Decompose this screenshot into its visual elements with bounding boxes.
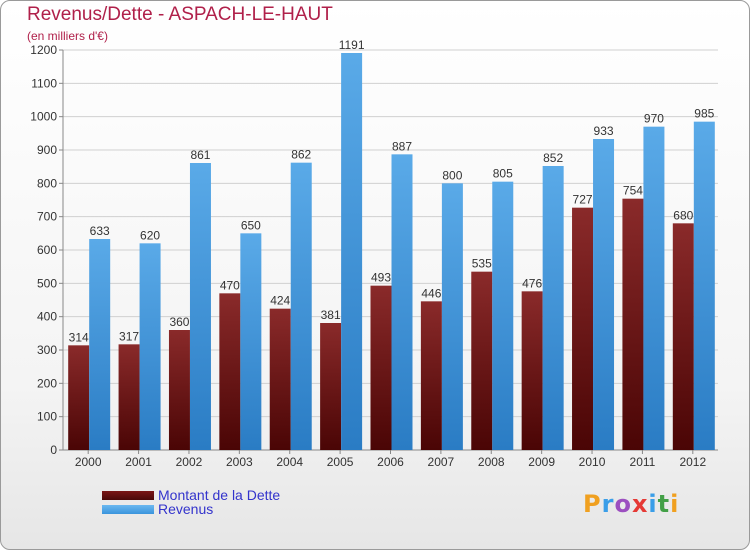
y-tick-label: 1100 (31, 76, 57, 90)
x-tick-label: 2001 (125, 455, 152, 469)
data-label-dette: 727 (573, 193, 593, 207)
x-tick-label: 2008 (478, 455, 505, 469)
y-tick-label: 800 (37, 176, 57, 190)
y-tick-label: 900 (37, 143, 57, 157)
data-label-dette: 535 (472, 257, 492, 271)
bar-revenus (391, 154, 413, 451)
x-tick-label: 2000 (75, 455, 102, 469)
data-label-revenus: 650 (241, 218, 261, 232)
bar-dette (168, 330, 190, 450)
bar-revenus (542, 166, 564, 450)
data-label-revenus: 852 (543, 151, 563, 165)
bar-revenus (290, 162, 312, 450)
data-label-revenus: 985 (694, 107, 714, 121)
y-tick-label: 0 (50, 443, 57, 457)
logo-letter: t (657, 490, 671, 518)
y-tick-label: 400 (37, 310, 57, 324)
data-label-dette: 493 (371, 271, 391, 285)
data-label-dette: 476 (522, 276, 542, 290)
x-tick-label: 2002 (176, 455, 203, 469)
bar-revenus (89, 239, 111, 450)
data-label-revenus: 800 (442, 168, 462, 182)
proxiti-logo: Proxiti (583, 490, 679, 518)
legend-label-dette: Montant de la Dette (158, 487, 281, 503)
data-label-dette: 446 (421, 286, 441, 300)
chart-subtitle: (en milliers d'€) (27, 29, 108, 43)
logo-letter: o (614, 490, 632, 518)
x-tick-label: 2011 (630, 455, 656, 469)
bar-dette (622, 198, 644, 450)
x-tick-label: 2012 (679, 455, 706, 469)
data-label-revenus: 970 (644, 112, 664, 126)
logo-letter: x (631, 490, 649, 518)
logo-letter: i (670, 490, 680, 518)
bar-dette (118, 344, 140, 450)
data-label-revenus: 933 (594, 124, 614, 138)
x-tick-label: 2005 (327, 455, 354, 469)
x-tick-label: 2009 (528, 455, 555, 469)
legend-item-dette: Montant de la Dette (102, 488, 280, 502)
bar-revenus (139, 243, 161, 450)
x-tick-label: 2004 (276, 455, 303, 469)
y-tick-label: 600 (37, 243, 57, 257)
bar-dette (370, 285, 392, 450)
data-label-dette: 680 (673, 208, 693, 222)
logo-letter: r (601, 490, 615, 518)
legend-swatch-dette (102, 490, 154, 500)
bar-revenus (341, 53, 363, 450)
legend-item-revenus: Revenus (102, 502, 213, 516)
bar-revenus (643, 126, 665, 451)
y-tick-label: 1000 (30, 110, 57, 124)
data-label-dette: 754 (623, 184, 643, 198)
x-tick-label: 2010 (579, 455, 606, 469)
bar-dette (521, 291, 543, 450)
data-label-dette: 424 (270, 294, 290, 308)
data-label-revenus: 1191 (339, 38, 365, 52)
logo-letter: P (583, 490, 602, 518)
data-label-dette: 381 (321, 308, 341, 322)
data-label-revenus: 805 (493, 167, 513, 181)
bar-revenus (189, 163, 211, 450)
bar-dette (320, 323, 342, 450)
bar-revenus (492, 181, 514, 450)
data-label-revenus: 862 (291, 148, 311, 162)
chart-title: Revenus/Dette - ASPACH-LE-HAUT (27, 4, 333, 25)
legend-swatch-revenus (102, 504, 154, 514)
data-label-revenus: 620 (140, 228, 160, 242)
bar-dette (219, 293, 241, 450)
data-label-dette: 360 (169, 315, 189, 329)
y-tick-label: 300 (37, 343, 57, 357)
data-label-revenus: 887 (392, 139, 412, 153)
bar-revenus (441, 183, 463, 451)
y-tick-label: 100 (37, 410, 57, 424)
x-tick-label: 2006 (377, 455, 404, 469)
bar-dette (672, 223, 694, 450)
bar-revenus (593, 139, 615, 450)
bar-dette (269, 308, 291, 450)
y-tick-label: 200 (37, 376, 57, 390)
data-label-dette: 314 (69, 330, 89, 344)
bar-dette (572, 207, 594, 450)
bar-revenus (693, 121, 715, 451)
data-label-dette: 470 (220, 278, 240, 292)
y-tick-label: 1200 (30, 43, 57, 57)
data-label-revenus: 861 (190, 148, 210, 162)
bar-dette (471, 271, 493, 450)
data-label-dette: 317 (119, 329, 139, 343)
bar-revenus (240, 233, 262, 450)
x-tick-label: 2007 (428, 455, 455, 469)
y-tick-label: 700 (37, 210, 57, 224)
logo-letter: i (648, 490, 658, 518)
y-tick-label: 500 (37, 276, 57, 290)
bar-dette (420, 301, 442, 450)
x-tick-label: 2003 (226, 455, 253, 469)
legend-label-revenus: Revenus (158, 501, 214, 517)
data-label-revenus: 633 (90, 224, 110, 238)
bar-dette (68, 345, 90, 450)
